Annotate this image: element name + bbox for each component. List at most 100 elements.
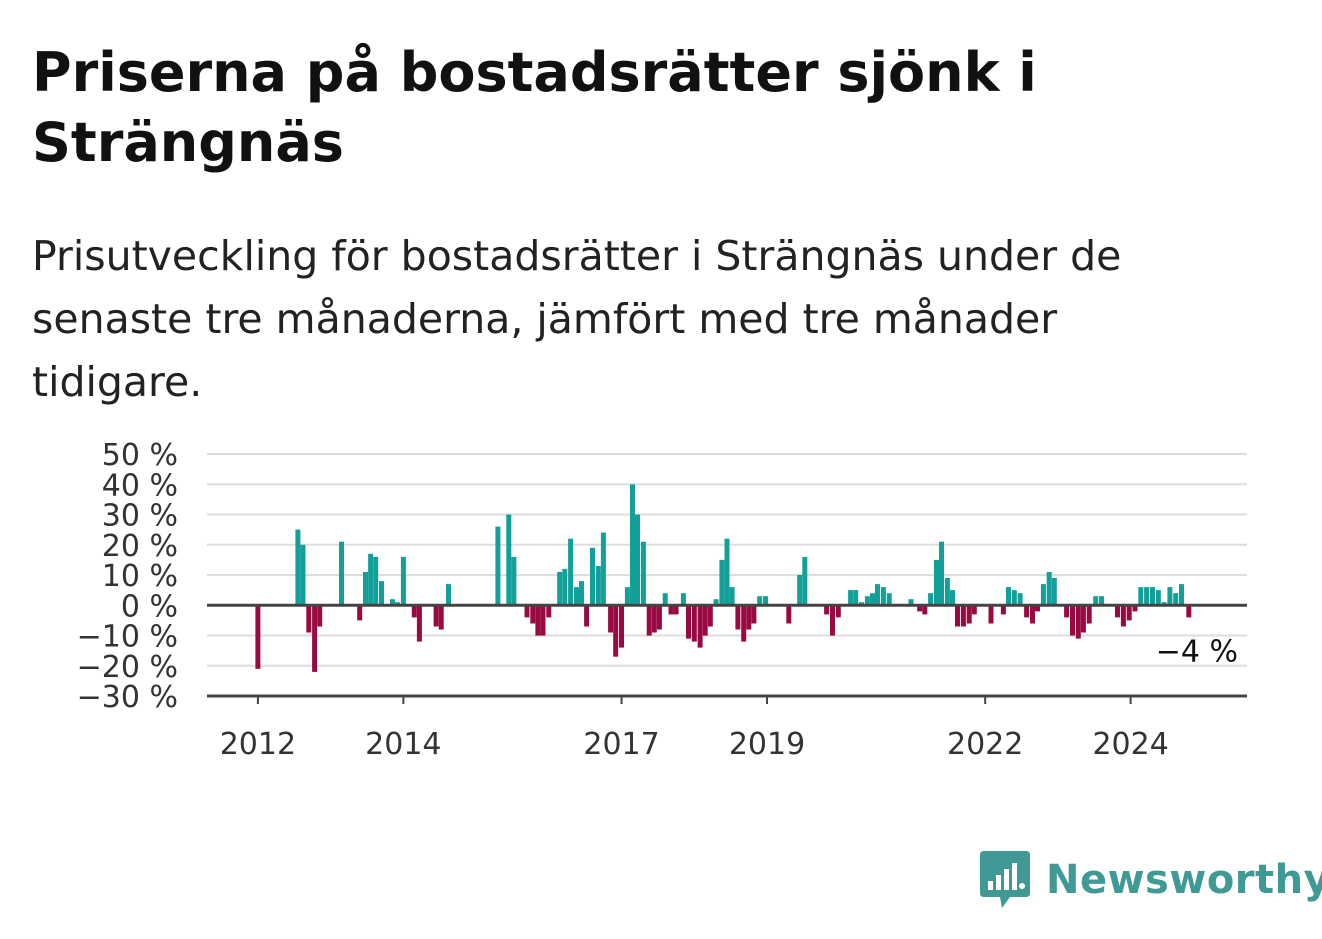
bar [600,532,606,606]
bar [1064,605,1070,618]
bar [574,587,579,606]
bar [1144,587,1150,606]
last-value-label: −4 % [1156,635,1238,670]
bar [619,605,624,648]
bar [1150,587,1155,606]
axes [207,603,1247,698]
bar [870,593,875,606]
bar [312,605,318,672]
bar [859,602,864,606]
bar [255,605,261,669]
bar [306,605,312,633]
bar [1179,584,1184,606]
y-tick-label: 50 % [102,438,178,473]
bar [317,605,323,627]
y-tick-label: 20 % [102,529,178,564]
bar [557,572,563,606]
bar [971,605,977,615]
bar [691,605,697,642]
bar [853,590,859,606]
bar [651,605,657,633]
bar [446,584,451,606]
y-axis-ticks: 50 %40 %30 %20 %10 %0 %−10 %−20 %−30 % [77,438,178,715]
bar [1115,605,1120,618]
bar [680,593,686,606]
bar [646,605,652,636]
bar [960,605,966,627]
bar [719,559,725,606]
bar [707,605,713,627]
bar [673,605,679,615]
bar [939,541,944,606]
bar [729,587,735,606]
bar [1017,593,1023,606]
newsworthy-logo-icon [980,851,1030,908]
x-tick-label: 2019 [729,727,805,762]
bar [635,514,640,606]
bar [438,605,444,630]
bar [955,605,960,627]
bar [944,578,950,606]
bar [562,568,568,606]
bar [656,605,662,630]
brand-name: Newsworthy [1046,857,1322,903]
bar [535,605,541,636]
x-tick-label: 2024 [1092,727,1168,762]
bar-chart: 50 %40 %30 %20 %10 %0 %−10 %−20 %−30 % 2… [77,438,1247,762]
bar [524,605,530,618]
bar [662,593,668,606]
bar [300,544,306,606]
bar [540,605,546,636]
bar [1030,605,1035,624]
bar [702,605,708,636]
bar [640,541,646,606]
bar [506,514,512,606]
bar [934,559,939,606]
bar [724,538,730,606]
bar [624,587,630,606]
bar [295,529,301,606]
bar [668,605,674,615]
bar [713,599,719,606]
bar [546,605,552,618]
bar [763,596,768,606]
bar [928,593,934,606]
bar [1173,593,1179,606]
bar [880,587,886,606]
bar [368,553,374,606]
y-tick-label: 0 % [121,589,178,624]
bar [395,602,400,606]
bar [1186,605,1192,618]
bar [1086,605,1092,624]
bar [363,572,368,606]
y-tick-label: 30 % [102,499,178,534]
bar [746,605,752,630]
bar [686,605,691,639]
brand-logo: Newsworthy [980,850,1322,910]
bar [1075,605,1081,639]
bar [530,605,536,624]
bar [1099,596,1104,606]
y-tick-label: −20 % [77,650,178,685]
bar [1167,587,1173,606]
bar [613,605,619,657]
bar [757,596,763,606]
bar [864,596,870,606]
bar [357,605,363,621]
bar [608,605,614,633]
bar [908,599,914,606]
bar [1046,572,1052,606]
bar [495,526,501,606]
bar [1035,605,1040,612]
bar [1126,605,1132,621]
bar [373,556,379,606]
bar [797,575,803,606]
bar [1024,605,1030,618]
bar [568,538,574,606]
bar [1155,590,1161,606]
bar [411,605,417,618]
bar [590,547,595,606]
bar [579,581,584,606]
bar [433,605,439,627]
bar [697,605,703,648]
